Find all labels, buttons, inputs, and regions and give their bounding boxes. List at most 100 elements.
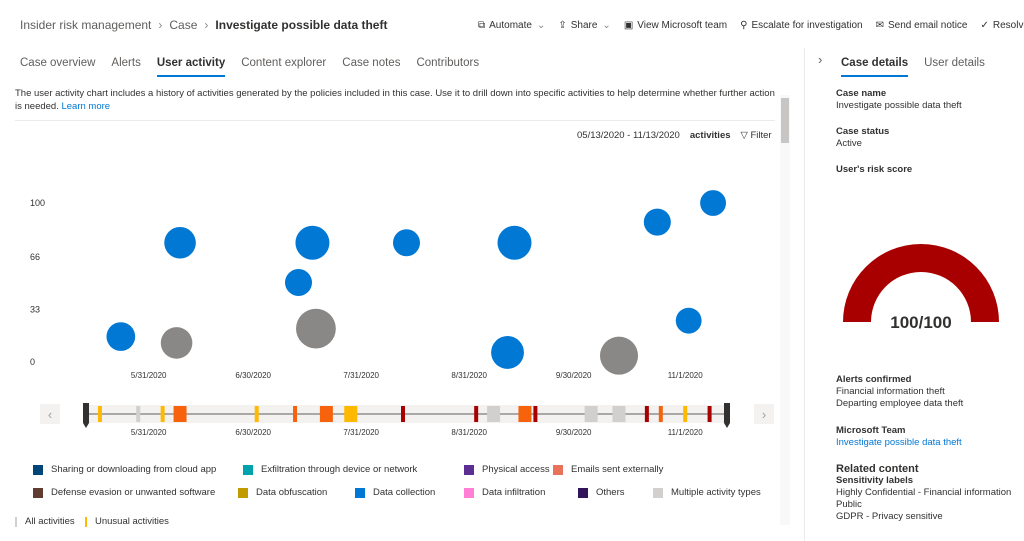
legend-item[interactable]: Sharing or downloading from cloud app (33, 464, 216, 475)
timeline-mark[interactable] (644, 406, 649, 422)
case-status-field: Case status Active (836, 126, 889, 150)
legend-item[interactable]: Exfiltration through device or network (243, 464, 417, 475)
tab-case-overview[interactable]: Case overview (20, 57, 96, 69)
timeline-tick-label: 7/31/2020 (343, 428, 379, 437)
timeline-mark[interactable] (136, 406, 141, 422)
team-link[interactable]: Investigate possible data theft (836, 437, 962, 448)
activity-bubble[interactable] (106, 322, 136, 351)
tab-alerts[interactable]: Alerts (111, 57, 141, 69)
activity-bubble[interactable] (491, 336, 524, 369)
range-start-handle[interactable] (83, 403, 89, 423)
timeline-mark[interactable] (401, 406, 406, 422)
mail-icon: ✉ (875, 20, 884, 31)
sub-legend-item[interactable]: Unusual activities (85, 516, 169, 527)
legend-swatch (464, 464, 474, 475)
y-tick-label: 33 (30, 305, 40, 315)
range-end-handle[interactable] (724, 403, 730, 423)
timeline-mark[interactable] (707, 406, 712, 422)
activity-bubble[interactable] (497, 225, 532, 260)
filter-button[interactable]: ▽ Filter (741, 130, 772, 141)
timeline-mark[interactable] (160, 406, 165, 422)
legend-item[interactable]: Defense evasion or unwanted software (33, 487, 215, 498)
timeline-prev-button[interactable]: ‹ (40, 404, 60, 424)
activity-bubble[interactable] (599, 336, 639, 375)
scrollbar[interactable] (780, 95, 790, 525)
legend-item[interactable]: Emails sent externally (553, 464, 663, 475)
activity-bubble[interactable] (296, 308, 336, 349)
breadcrumb-root[interactable]: Insider risk management (20, 18, 152, 32)
chevron-right-icon: › (158, 18, 163, 32)
activity-chart: 0 33 66 100 5/31/2020 5/31/2020 6/30/2020 6/30/… (30, 190, 730, 437)
command-label: Escalate for investigation (751, 20, 863, 31)
sensitivity-label: GDPR - Privacy sensitive (836, 511, 943, 522)
timeline-mark[interactable] (293, 406, 298, 422)
activity-bubble[interactable] (164, 226, 196, 259)
x-tick-label: 5/31/2020 (131, 371, 167, 380)
activity-bubble[interactable] (160, 327, 193, 359)
legend-item[interactable]: Data collection (355, 487, 435, 498)
date-range[interactable]: 05/13/2020 - 11/13/2020 (577, 130, 680, 141)
legend-label: Data obfuscation (256, 487, 328, 498)
tab-user-activity[interactable]: User activity (156, 57, 226, 77)
legend-item[interactable]: Others (578, 487, 625, 498)
collapse-panel-icon[interactable]: › (818, 52, 823, 67)
timeline-mark[interactable] (658, 406, 663, 422)
timeline-mark[interactable] (518, 406, 532, 422)
tab-user-details[interactable]: User details (924, 57, 985, 69)
alert-item: Financial information theft (836, 386, 945, 397)
tab-content-explorer[interactable]: Content explorer (241, 57, 327, 69)
timeline-mark[interactable] (173, 406, 187, 422)
automate-button[interactable]: ⧉ Automate ⌄ (478, 20, 545, 31)
scrollbar-thumb[interactable] (781, 98, 789, 143)
x-tick-label: 6/30/2020 (235, 371, 271, 380)
view-microsoft-team-button[interactable]: ▣ View Microsoft team (624, 20, 727, 31)
sensitivity-label: Highly Confidential - Financial informat… (836, 487, 1012, 498)
chevron-down-icon: ⌄ (536, 20, 546, 31)
filter-label: Filter (750, 130, 772, 141)
learn-more-link[interactable]: Learn more (61, 101, 111, 112)
timeline-tick-label: 6/30/2020 (235, 428, 271, 437)
activity-bubble[interactable] (675, 307, 702, 334)
legend-label: Exfiltration through device or network (261, 464, 418, 475)
timeline-next-button[interactable]: › (754, 404, 774, 424)
timeline-mark[interactable] (97, 406, 102, 422)
activities-selector[interactable]: activities (689, 130, 731, 141)
timeline-mark[interactable] (612, 406, 626, 422)
activity-bubble[interactable] (700, 190, 726, 216)
activity-bubble[interactable] (284, 268, 313, 297)
legend-swatch (33, 487, 43, 498)
x-tick-label: 8/31/2020 (451, 371, 487, 380)
legend-item[interactable]: Data obfuscation (238, 487, 327, 498)
timeline-mark[interactable] (683, 406, 688, 422)
handle-pointer (83, 423, 89, 428)
share-icon: ⇪ (558, 20, 567, 31)
tab-case-details[interactable]: Case details (841, 57, 909, 77)
legend-label: Others (596, 487, 625, 498)
timeline-mark[interactable] (319, 406, 333, 422)
send-email-notice-button[interactable]: ✉ Send email notice (876, 20, 968, 31)
timeline-mark[interactable] (474, 406, 479, 422)
tab-case-notes[interactable]: Case notes (342, 57, 401, 69)
legend-item[interactable]: Multiple activity types (653, 487, 761, 498)
timeline-mark[interactable] (254, 406, 259, 422)
activity-bubble[interactable] (643, 208, 671, 236)
share-button[interactable]: ⇪ Share ⌄ (558, 20, 610, 31)
timeline-mark[interactable] (584, 406, 598, 422)
side-tab-bar: Case details User details (841, 57, 985, 77)
activity-bubble[interactable] (392, 229, 421, 257)
resolve-ca-button[interactable]: ✓Resolve ca (981, 20, 1024, 31)
chevron-down-icon: ⌄ (602, 20, 611, 31)
legend-item[interactable]: Physical access (464, 464, 550, 475)
breadcrumb-case[interactable]: Case (169, 18, 198, 32)
tab-contributors[interactable]: Contributors (416, 57, 480, 69)
automate-icon: ⧉ (478, 20, 486, 31)
sub-legend-item[interactable]: All activities (15, 516, 75, 527)
tab-bar: Case overview Alerts User activity Content … (20, 57, 479, 77)
timeline-mark[interactable] (344, 406, 358, 422)
timeline-mark[interactable] (487, 406, 501, 422)
legend-item[interactable]: Data infiltration (464, 487, 545, 498)
timeline-mark[interactable] (533, 406, 538, 422)
activity-bubble[interactable] (295, 225, 330, 260)
field-label: Case name (836, 88, 887, 99)
escalate-for-investigation-button[interactable]: ⚲ Escalate for investigation (740, 20, 863, 31)
